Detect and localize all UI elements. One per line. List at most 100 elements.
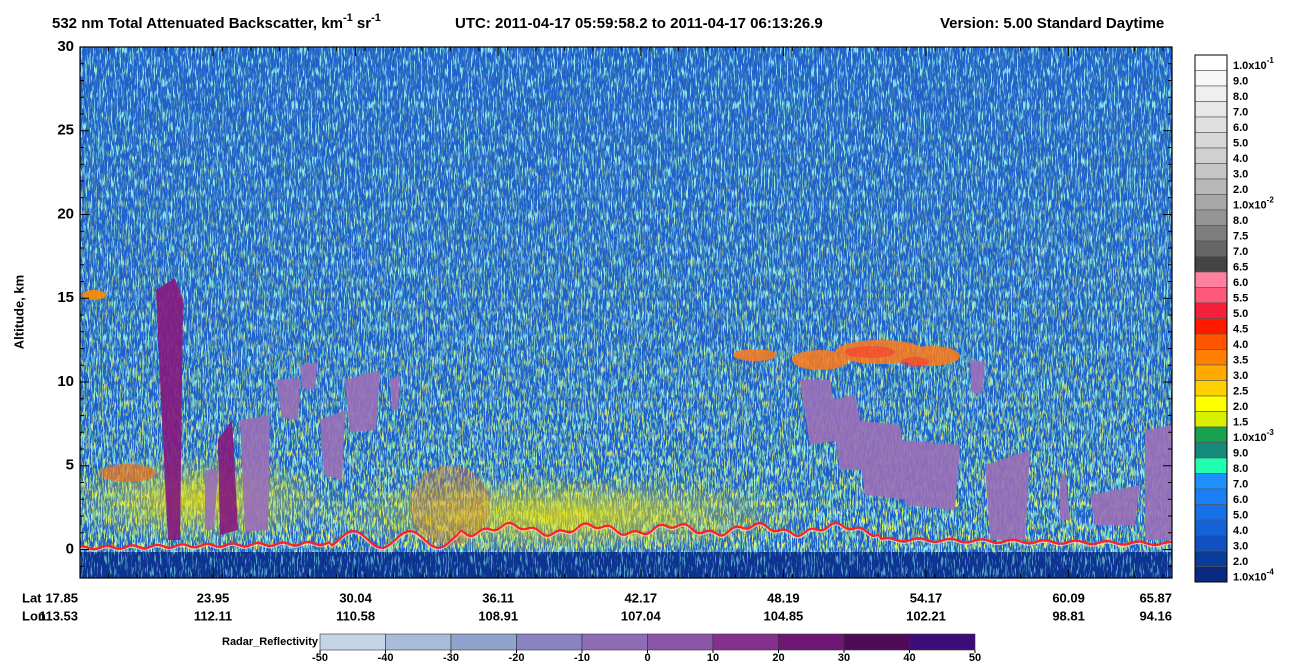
colorbar-cell	[1194, 426, 1228, 443]
colorbar-cell	[1194, 442, 1228, 459]
colorbar-label-sup: -2	[1267, 195, 1275, 204]
colorbar-label-text: 8.0	[1233, 215, 1248, 227]
x-tick-label: 54.17	[910, 590, 943, 605]
radar-cell	[581, 633, 648, 651]
colorbar-label: 5.5	[1233, 292, 1248, 304]
y-tick-label: 20	[57, 205, 74, 222]
colorbar-label: 3.0	[1233, 370, 1248, 382]
colorbar-label: 4.5	[1233, 323, 1248, 335]
x-tick-label: 17.85	[45, 590, 78, 605]
colorbar-label: 8.0	[1233, 215, 1248, 227]
colorbar-label-text: 7.0	[1233, 478, 1248, 490]
radar-tick-label: -30	[443, 652, 459, 664]
x-tick-label: 23.95	[197, 590, 230, 605]
colorbar-cell	[1194, 132, 1228, 149]
title-text: sr	[353, 15, 372, 32]
colorbar-label: 8.0	[1233, 91, 1248, 103]
colorbar-label: 1.5	[1233, 416, 1248, 428]
colorbar-label-text: 4.0	[1233, 339, 1248, 351]
radar-tick-label: -20	[509, 652, 525, 664]
colorbar-label: 8.0	[1233, 463, 1248, 475]
colorbar-label: 7.0	[1233, 246, 1248, 258]
colorbar-cell	[1194, 318, 1228, 335]
colorbar-label: 7.0	[1233, 478, 1248, 490]
x-tick-label: 98.81	[1052, 608, 1085, 623]
radar-tick-label: 10	[707, 652, 719, 664]
surface-return	[80, 521, 1172, 551]
radar-cell	[450, 633, 517, 651]
radar-tick-label: 50	[969, 652, 981, 664]
colorbar-cell	[1194, 256, 1228, 273]
radar-cell	[712, 633, 779, 651]
y-tick-label: 10	[57, 373, 74, 390]
colorbar-cell	[1194, 473, 1228, 490]
colorbar-label: 2.5	[1233, 385, 1248, 397]
x-tick-label: 30.04	[339, 590, 372, 605]
colorbar-label-text: 8.0	[1233, 463, 1248, 475]
colorbar-label: 4.0	[1233, 153, 1248, 165]
x-row-label: Lat	[22, 590, 42, 605]
colorbar-cell	[1194, 364, 1228, 381]
x-tick-label: 94.16	[1139, 608, 1172, 623]
colorbar-label-text: 1.0x10	[1233, 571, 1267, 583]
colorbar-label-text: 2.5	[1233, 385, 1248, 397]
backscatter-curtain	[80, 47, 1172, 578]
colorbar-label-text: 7.0	[1233, 106, 1248, 118]
x-tick-label: 60.09	[1052, 590, 1085, 605]
radar-cell	[385, 633, 452, 651]
colorbar-label-text: 1.0x10	[1233, 199, 1267, 211]
colorbar-cell	[1194, 54, 1228, 71]
surface-return	[80, 524, 1172, 552]
radar-cloud	[156, 278, 1172, 540]
colorbar-cell	[1194, 225, 1228, 242]
colorbar-cell	[1194, 395, 1228, 412]
radar-tick-label: 20	[772, 652, 784, 664]
y-tick-label: 0	[66, 540, 74, 557]
colorbar-label: 6.0	[1233, 277, 1248, 289]
y-axis-label: Altitude, km	[11, 275, 26, 349]
colorbar-label: 5.0	[1233, 137, 1248, 149]
colorbar-label-text: 1.0x10	[1233, 432, 1267, 444]
y-tick-label: 25	[57, 122, 74, 139]
colorbar-label: 2.0	[1233, 401, 1248, 413]
colorbar-label-text: 3.0	[1233, 370, 1248, 382]
version: Version: 5.00 Standard Daytime	[940, 15, 1164, 32]
aerosol-layer	[300, 475, 820, 555]
colorbar-cell	[1194, 349, 1228, 366]
colorbar-label: 1.0x10-3	[1233, 428, 1274, 444]
x-tick-label: 36.11	[482, 590, 514, 605]
x-tick-label: 102.21	[906, 608, 946, 623]
colorbar-cell	[1194, 457, 1228, 474]
colorbar-label: 6.5	[1233, 261, 1248, 273]
x-row-label: Lon	[22, 608, 46, 623]
chart-title: 532 nm Total Attenuated Backscatter, km-…	[52, 12, 381, 32]
colorbar-cell	[1194, 240, 1228, 257]
colorbar-label: 6.0	[1233, 494, 1248, 506]
colorbar-label-text: 5.0	[1233, 137, 1248, 149]
colorbar-cell	[1194, 519, 1228, 536]
colorbar-label: 1.0x10-4	[1233, 567, 1274, 583]
colorbar-label-text: 9.0	[1233, 75, 1248, 87]
x-tick-label: 113.53	[39, 608, 78, 623]
title-sup: -1	[343, 12, 353, 24]
colorbar-label-text: 4.0	[1233, 153, 1248, 165]
colorbar-label-text: 3.0	[1233, 540, 1248, 552]
colorbar-cell	[1194, 411, 1228, 428]
colorbar-label-text: 1.0x10	[1233, 60, 1267, 72]
colorbar-label-text: 2.0	[1233, 184, 1248, 196]
colorbar-cell	[1194, 302, 1228, 319]
colorbar-label: 3.0	[1233, 540, 1248, 552]
colorbar-label-text: 5.5	[1233, 292, 1248, 304]
x-tick-label: 112.11	[194, 608, 232, 623]
colorbar-cell	[1194, 380, 1228, 397]
colorbar-label: 9.0	[1233, 75, 1248, 87]
title-text: 532 nm Total Attenuated Backscatter, km	[52, 15, 343, 32]
colorbar-label: 3.5	[1233, 354, 1248, 366]
colorbar-cell	[1194, 535, 1228, 552]
cirrus	[845, 346, 929, 367]
colorbar-frame	[1194, 54, 1228, 583]
colorbar-label: 1.0x10-1	[1233, 56, 1274, 72]
x-tick-label: 42.17	[625, 590, 658, 605]
colorbar-label-text: 6.0	[1233, 277, 1248, 289]
colorbar-label: 9.0	[1233, 447, 1248, 459]
